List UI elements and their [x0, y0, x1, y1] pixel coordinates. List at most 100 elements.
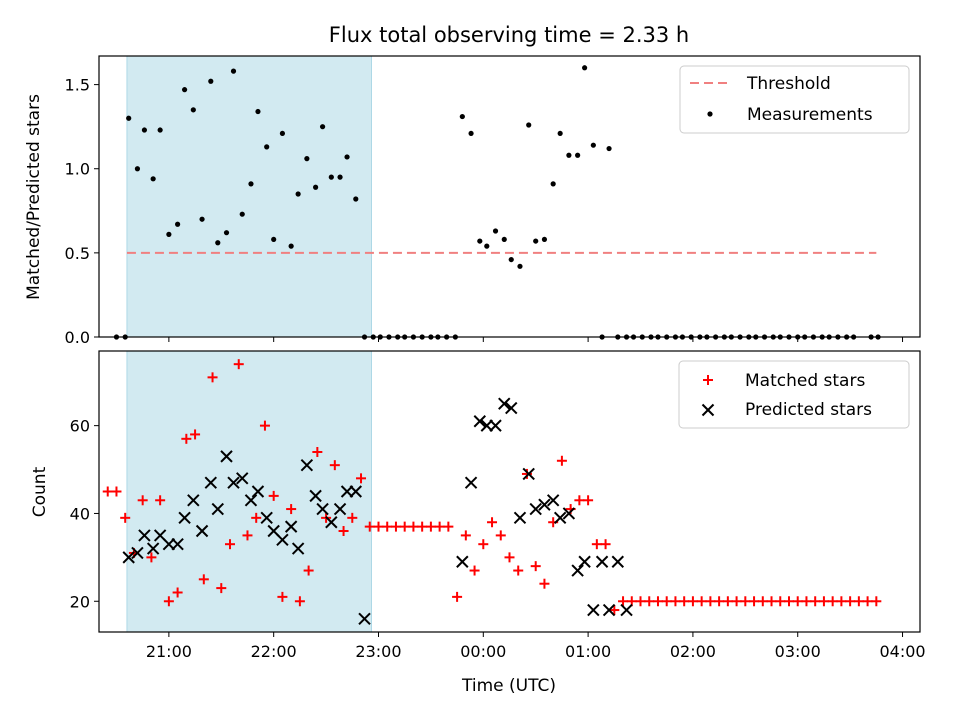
matched-point [268, 490, 279, 501]
predicted-point [602, 603, 616, 617]
legend-matched-swatch [703, 375, 713, 385]
legend-frame [679, 65, 910, 134]
predicted-point [171, 537, 184, 551]
measurement-point [126, 115, 132, 121]
predicted-point [244, 494, 258, 507]
matched-point [120, 512, 131, 523]
matched-point [417, 521, 428, 532]
legend-predicted-label: Predicted stars [745, 400, 872, 420]
measurement-point [175, 221, 181, 227]
matched-point [460, 530, 471, 541]
matched-point [574, 495, 585, 506]
matched-point [583, 495, 594, 506]
predicted-point [473, 415, 487, 428]
legend-measurements-swatch [707, 111, 713, 117]
measurement-point [606, 145, 612, 152]
matched-point [801, 596, 812, 607]
measurement-point [255, 108, 261, 115]
panel-ratio: 0.0 0.5 1.0 1.5 Threshold Measurements [65, 55, 921, 347]
predicted-point [131, 546, 144, 560]
measurement-point [230, 68, 237, 74]
predicted-point [122, 551, 135, 564]
matched-point [836, 596, 847, 607]
predicted-point [276, 533, 289, 547]
matched-point [233, 359, 244, 370]
predicted-point [325, 516, 338, 529]
matched-point [679, 596, 690, 607]
matched-point [740, 596, 751, 607]
predicted-point [562, 507, 576, 520]
measurement-point [550, 181, 556, 187]
measurement-point [459, 113, 465, 120]
measurement-point [328, 174, 334, 180]
matched-point [539, 578, 550, 589]
y-tick-label: 0.0 [65, 328, 90, 347]
predicted-point [211, 502, 224, 516]
matched-point [757, 596, 768, 607]
matched-point [556, 455, 567, 466]
predicted-point [571, 564, 584, 577]
matched-point [303, 565, 314, 576]
matched-point [766, 596, 777, 607]
predicted-point [227, 476, 240, 489]
predicted-point [333, 502, 347, 516]
predicted-point [513, 511, 527, 525]
matched-point [347, 512, 358, 523]
matched-point [644, 596, 655, 607]
panel-counts: 20 40 60 21:00 22:00 23:00 00:00 01:00 02:00 03:0… [70, 350, 926, 661]
y-tick-label: 40 [70, 504, 90, 523]
matched-point [478, 539, 489, 550]
x-tick-label: 23:00 [355, 642, 401, 661]
measurement-point [344, 154, 350, 160]
measurement-point [190, 107, 196, 113]
measurement-point [239, 211, 245, 217]
predicted-point [358, 612, 371, 626]
matched-point [618, 596, 629, 607]
predicted-point [456, 555, 469, 568]
legend-threshold-label: Threshold [746, 74, 831, 94]
matched-point [722, 596, 733, 607]
matched-point [155, 495, 166, 506]
matched-point [635, 596, 646, 607]
measurement-point [541, 236, 548, 243]
predicted-point [505, 401, 518, 415]
legend-frame [678, 360, 910, 429]
plot-frame-bottom [98, 350, 921, 633]
matched-point [749, 596, 760, 607]
matched-point [399, 521, 410, 532]
predicted-point [522, 467, 535, 481]
predicted-point [220, 450, 233, 463]
matched-point [286, 504, 297, 515]
legend-bottom: Matched stars Predicted stars [678, 360, 910, 429]
measurement-point [590, 142, 596, 148]
x-tick-label: 00:00 [460, 642, 506, 661]
measurement-point [508, 256, 514, 263]
measurement-point [337, 174, 343, 180]
matched-point [190, 429, 201, 440]
predicted-point [178, 511, 191, 525]
matched-point [443, 521, 454, 532]
measurement-point [181, 87, 188, 93]
measurement-point [582, 65, 588, 71]
matched-point [487, 517, 498, 528]
matched-point [853, 596, 864, 607]
matched-point [530, 561, 541, 572]
matched-point [600, 539, 611, 550]
matched-point [434, 521, 445, 532]
measurement-point [533, 238, 539, 244]
measurement-point [208, 78, 214, 84]
predicted-point [138, 529, 151, 542]
measurement-point [575, 152, 581, 158]
matched-point [408, 521, 419, 532]
matched-point [845, 596, 856, 607]
measurement-point [517, 263, 523, 269]
measurement-point [150, 176, 156, 182]
x-tick-label: 03:00 [775, 642, 821, 661]
shaded-region [126, 350, 373, 633]
matched-point [652, 596, 663, 607]
matched-point [775, 596, 786, 607]
predicted-point [195, 524, 209, 538]
measurement-point [526, 122, 532, 128]
predicted-point [620, 603, 633, 617]
